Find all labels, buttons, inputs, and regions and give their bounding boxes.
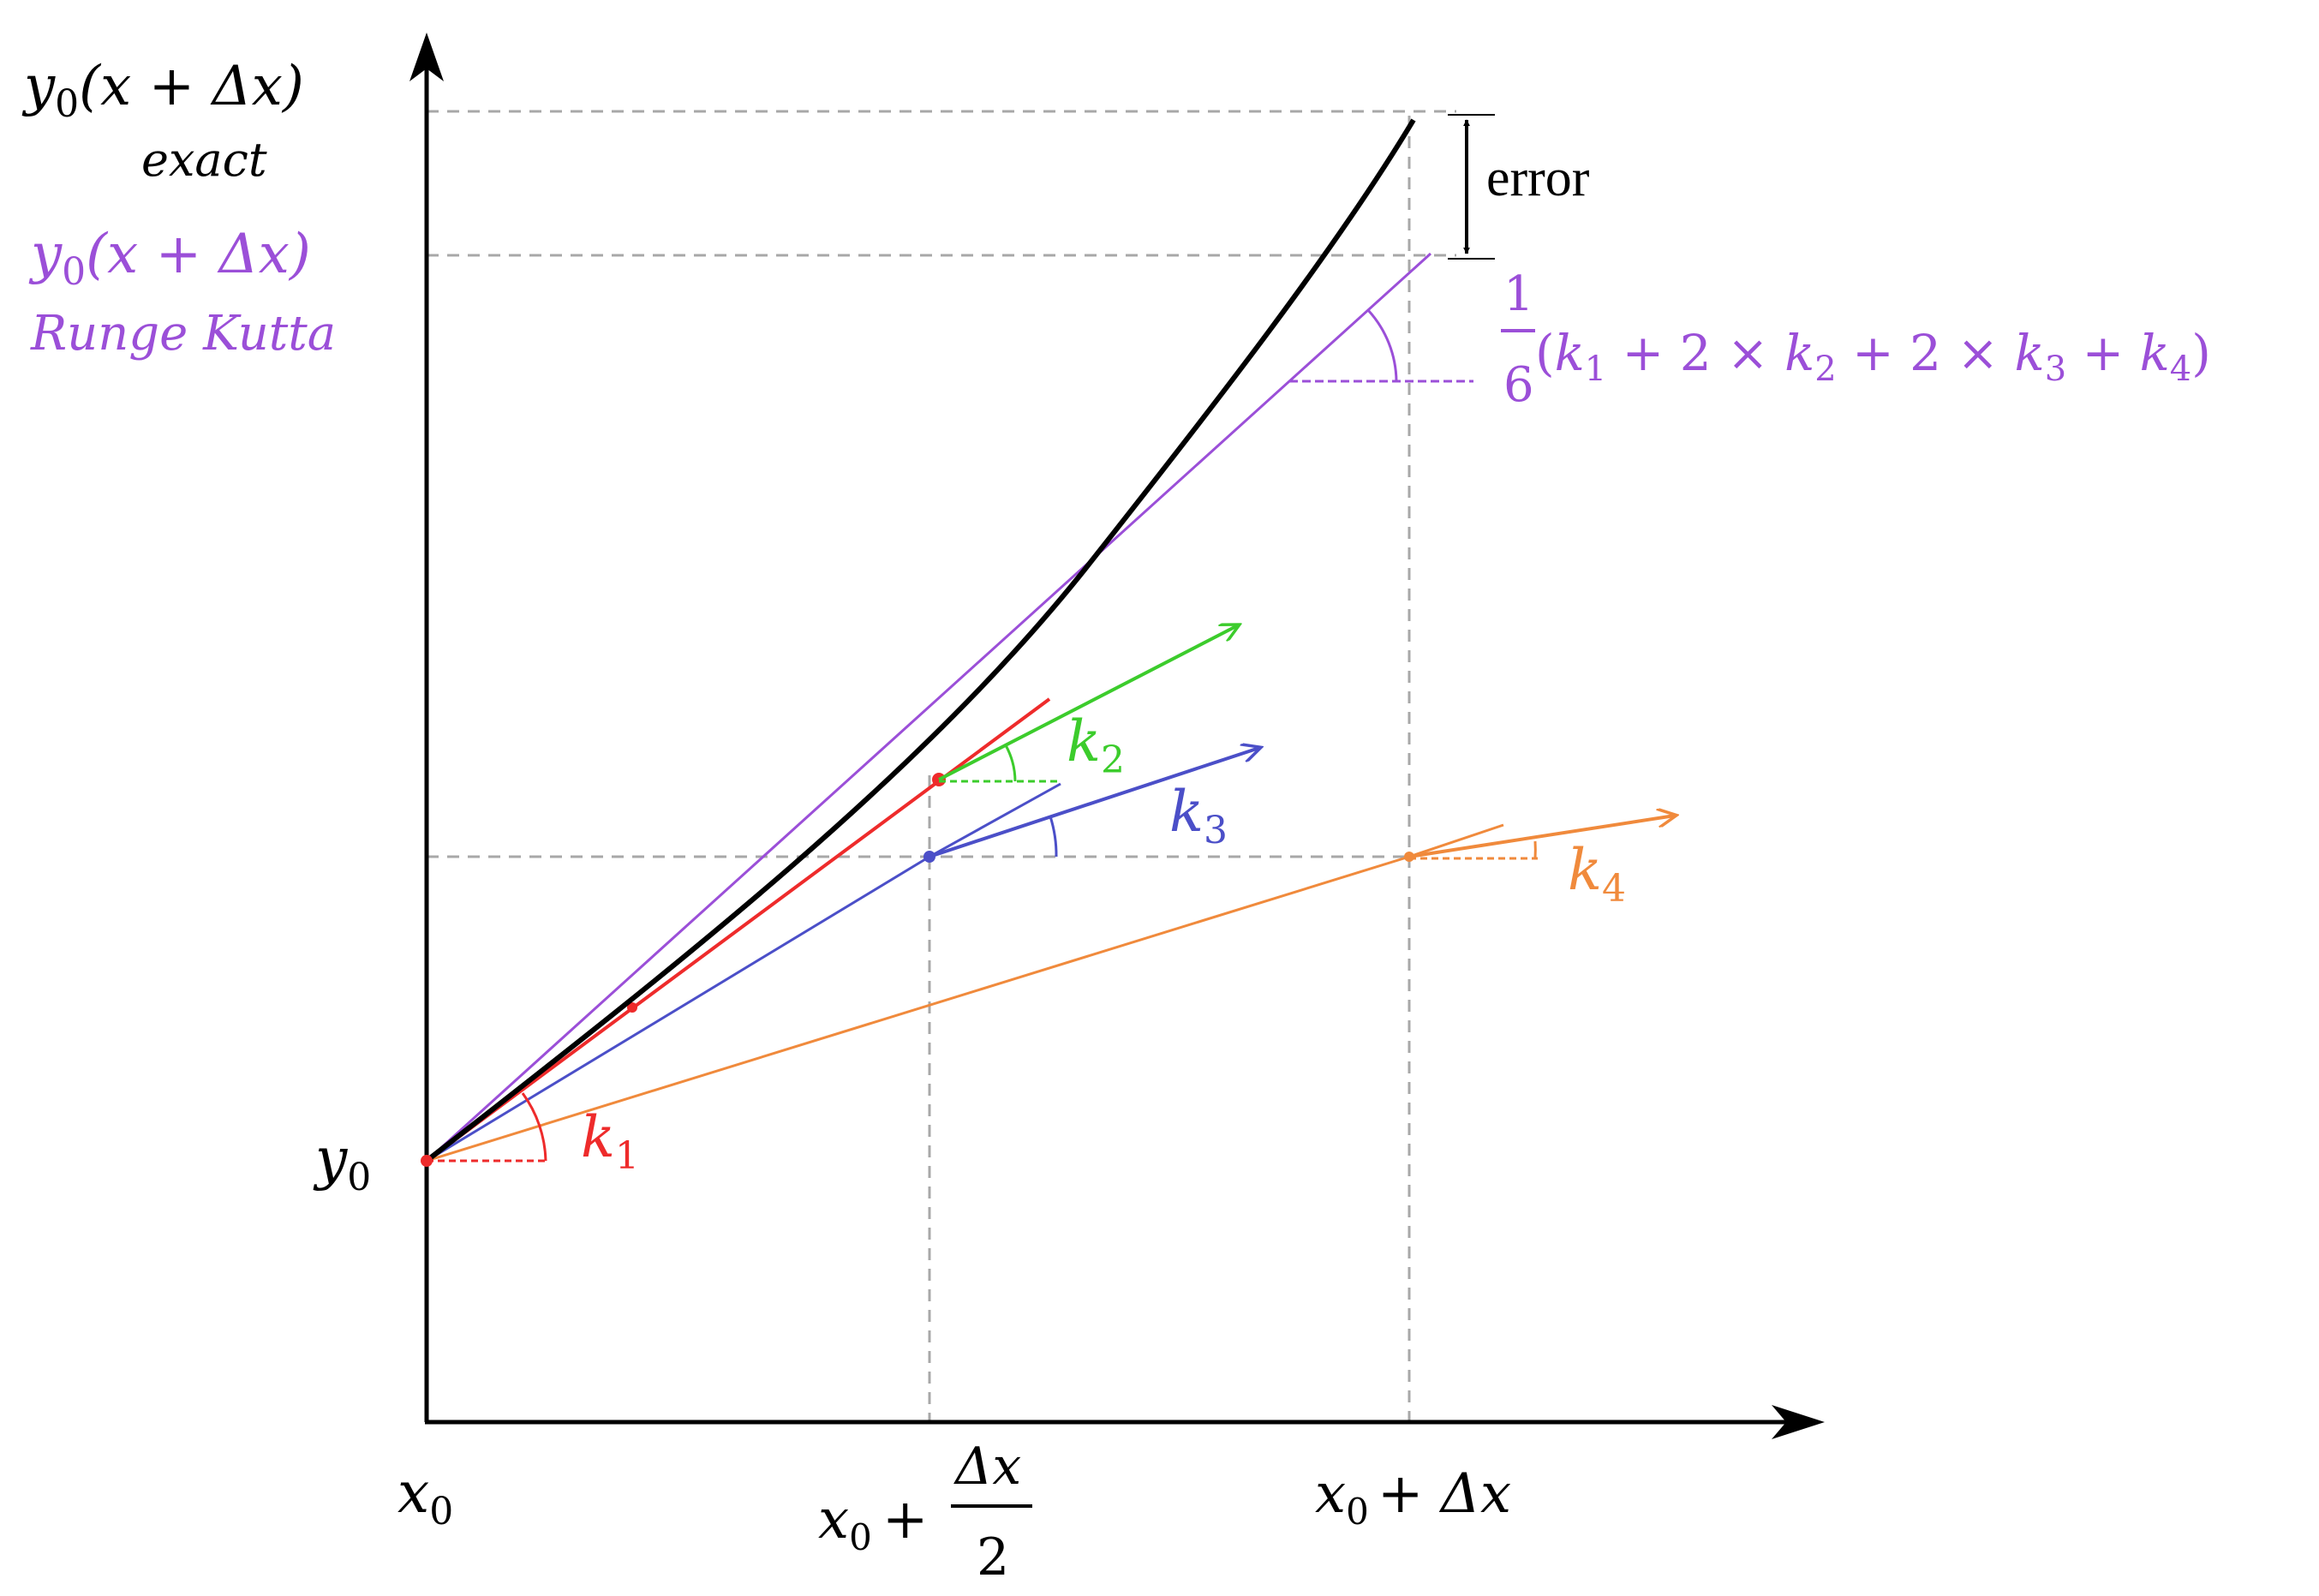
x-axis-labels: x0 x0 + Δx 2 x0 + Δx: [397, 1437, 1511, 1587]
x-axis-arrowhead: [1772, 1405, 1825, 1439]
k3-arrow: [929, 748, 1259, 858]
guide-lines: [427, 110, 1456, 1422]
y0-label: y0: [313, 1126, 371, 1199]
k2-construction: [938, 625, 1238, 783]
rk-formula-numerator: 1: [1503, 266, 1534, 322]
k4-short-segment: [1408, 823, 1504, 858]
k4-point: [1404, 852, 1414, 862]
k2-angle-arc: [1004, 744, 1017, 782]
k1-line: [425, 697, 1051, 1163]
rk-construction: [425, 252, 1473, 1163]
y0-point: [421, 1155, 433, 1167]
y-axis-labels: y0(x + Δx) exact y0(x + Δx) Runge Kutta …: [21, 55, 371, 1199]
exact-solution-curve: [425, 118, 1416, 1163]
k1-label: k1: [581, 1104, 639, 1178]
x-mid-numerator: Δx: [953, 1437, 1021, 1497]
k4-construction: [426, 816, 1675, 1163]
k-labels: k1 k2 k3 k4: [581, 708, 1626, 1178]
k3-short-segment: [929, 782, 1061, 858]
k3-construction: [426, 748, 1259, 1163]
x0-label: x0: [397, 1460, 453, 1533]
k2-label: k2: [1067, 708, 1125, 782]
x-mid-base: x0 +: [818, 1488, 928, 1558]
k4-arrow: [1408, 816, 1675, 858]
k3-angle-arc: [1049, 816, 1058, 858]
error-label: error: [1486, 149, 1590, 207]
k3-line: [426, 855, 930, 1163]
k4-line: [426, 855, 1410, 1163]
x-mid-denominator: 2: [977, 1527, 1009, 1587]
axes: [409, 33, 1825, 1439]
k4-label: k4: [1568, 837, 1626, 911]
k1-midpoint-marker: [627, 1002, 637, 1013]
rk-formula: 1 6 (k1 + 2 × k2 + 2 × k3 + k4): [1501, 266, 2211, 413]
y-axis-arrowhead: [409, 33, 444, 81]
rk-angle-arc: [1366, 308, 1398, 382]
y-exact-value-label: y0(x + Δx): [21, 55, 304, 126]
error-bracket: error: [1448, 114, 1590, 260]
rk-formula-denominator: 6: [1503, 357, 1534, 413]
k1-angle-arc: [521, 1092, 547, 1162]
x-mid-label: x0 + Δx 2: [818, 1437, 1032, 1587]
x-end-label: x0 + Δx: [1315, 1462, 1511, 1533]
k3-point: [923, 851, 935, 863]
y-rk-value-label: y0(x + Δx): [28, 223, 311, 294]
k2-arrow: [938, 625, 1238, 781]
rk-line: [425, 252, 1432, 1163]
y-rk-caption: Runge Kutta: [30, 306, 336, 362]
rk-formula-body: (k1 + 2 × k2 + 2 × k3 + k4): [1535, 324, 2211, 389]
k1-construction: [425, 697, 1051, 1163]
y-exact-caption: exact: [141, 133, 267, 187]
k3-label: k3: [1169, 779, 1228, 852]
